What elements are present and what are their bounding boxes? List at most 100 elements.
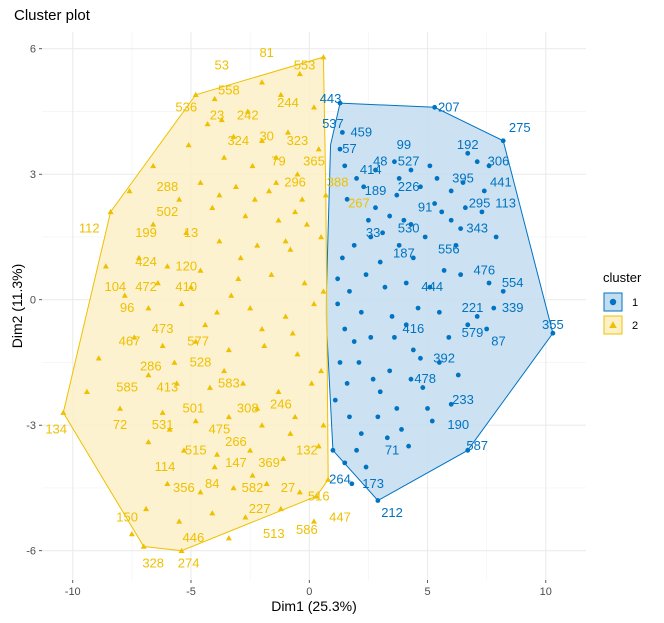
point-cluster-1 bbox=[408, 222, 414, 227]
point-label: 308 bbox=[237, 400, 259, 415]
point-cluster-1 bbox=[446, 334, 452, 340]
point-label: 388 bbox=[327, 175, 349, 190]
point-label: 199 bbox=[135, 225, 157, 240]
legend: cluster 1 2 bbox=[603, 270, 642, 335]
point-label: 48 bbox=[373, 154, 387, 169]
point-cluster-2 bbox=[266, 187, 273, 194]
point-label: 288 bbox=[157, 179, 179, 194]
y-tick-label: -6 bbox=[26, 546, 36, 558]
point-label: 207 bbox=[438, 99, 460, 114]
point-cluster-2 bbox=[303, 221, 310, 227]
point-label: 275 bbox=[509, 120, 531, 135]
point-cluster-1 bbox=[408, 376, 414, 382]
point-cluster-2 bbox=[273, 154, 280, 160]
point-cluster-1 bbox=[401, 217, 407, 223]
point-cluster-1 bbox=[375, 498, 381, 503]
point-cluster-2 bbox=[275, 217, 282, 223]
point-cluster-1 bbox=[356, 360, 362, 365]
point-cluster-2 bbox=[197, 267, 204, 273]
point-cluster-1 bbox=[432, 201, 438, 206]
point-label: 537 bbox=[322, 116, 344, 131]
point-label: 242 bbox=[237, 108, 259, 123]
point-cluster-1 bbox=[429, 418, 435, 424]
point-cluster-2 bbox=[287, 430, 294, 436]
point-label: 410 bbox=[175, 279, 197, 294]
point-label: 267 bbox=[348, 196, 370, 211]
point-label: 395 bbox=[452, 170, 474, 185]
point-cluster-2 bbox=[294, 351, 301, 357]
point-label: 473 bbox=[152, 321, 174, 336]
point-cluster-2 bbox=[164, 480, 171, 487]
point-cluster-2 bbox=[258, 79, 265, 85]
point-cluster-1 bbox=[335, 276, 341, 282]
point-cluster-2 bbox=[254, 405, 261, 411]
y-axis-ticks: -6 -3 0 3 6 bbox=[26, 44, 42, 558]
point-cluster-1 bbox=[373, 205, 378, 211]
point-cluster-2 bbox=[164, 263, 171, 269]
point-cluster-2 bbox=[107, 208, 114, 215]
point-label: 79 bbox=[271, 154, 285, 169]
point-cluster-1 bbox=[479, 209, 485, 215]
x-axis-title: Dim1 (25.3%) bbox=[271, 598, 357, 614]
point-cluster-1 bbox=[474, 159, 480, 165]
point-cluster-1 bbox=[342, 460, 348, 466]
point-cluster-2 bbox=[242, 514, 249, 520]
point-label: 324 bbox=[227, 133, 249, 148]
point-label: 295 bbox=[469, 196, 491, 211]
point-cluster-2 bbox=[273, 179, 280, 185]
point-label: 441 bbox=[490, 175, 512, 190]
point-cluster-1 bbox=[427, 284, 433, 290]
point-cluster-2 bbox=[225, 535, 232, 541]
point-cluster-1 bbox=[387, 368, 393, 374]
y-tick-label: 6 bbox=[30, 44, 36, 56]
point-cluster-1 bbox=[375, 414, 381, 420]
point-cluster-1 bbox=[392, 334, 397, 340]
y-tick-label: 3 bbox=[30, 169, 36, 181]
point-label: 577 bbox=[187, 334, 209, 349]
point-cluster-2 bbox=[178, 547, 185, 553]
point-cluster-2 bbox=[197, 179, 204, 185]
point-cluster-1 bbox=[330, 447, 336, 453]
point-cluster-2 bbox=[258, 326, 265, 332]
point-cluster-1 bbox=[368, 334, 374, 340]
point-cluster-2 bbox=[204, 121, 211, 127]
point-label: 392 bbox=[433, 350, 455, 365]
point-cluster-1 bbox=[392, 159, 397, 165]
point-label: 339 bbox=[502, 300, 524, 315]
point-cluster-1 bbox=[373, 167, 378, 173]
point-cluster-2 bbox=[311, 104, 317, 110]
point-cluster-2 bbox=[166, 426, 173, 432]
point-cluster-2 bbox=[216, 192, 223, 198]
point-cluster-1 bbox=[377, 389, 383, 395]
point-cluster-2 bbox=[60, 409, 67, 415]
point-cluster-2 bbox=[249, 162, 256, 169]
point-cluster-2 bbox=[150, 162, 157, 169]
point-cluster-2 bbox=[145, 305, 152, 311]
legend-title: cluster bbox=[603, 270, 642, 285]
point-cluster-1 bbox=[403, 280, 409, 286]
point-label: 530 bbox=[398, 221, 420, 236]
point-cluster-1 bbox=[335, 301, 341, 307]
point-cluster-2 bbox=[140, 543, 147, 549]
point-cluster-2 bbox=[296, 70, 303, 77]
point-cluster-1 bbox=[358, 431, 364, 436]
point-cluster-2 bbox=[173, 380, 180, 386]
point-label: 369 bbox=[258, 455, 280, 470]
point-cluster-1 bbox=[434, 176, 440, 181]
point-cluster-2 bbox=[197, 489, 204, 495]
point-label: 446 bbox=[183, 530, 205, 545]
point-cluster-2 bbox=[135, 254, 142, 261]
point-cluster-2 bbox=[263, 480, 270, 487]
point-label: 356 bbox=[173, 480, 195, 495]
point-label: 244 bbox=[277, 95, 299, 110]
point-label: 516 bbox=[308, 488, 330, 503]
point-cluster-1 bbox=[455, 372, 461, 378]
point-cluster-2 bbox=[117, 405, 124, 411]
point-cluster-2 bbox=[282, 313, 289, 319]
point-cluster-1 bbox=[418, 355, 423, 361]
x-tick-label: 10 bbox=[540, 586, 552, 598]
point-cluster-1 bbox=[486, 163, 492, 169]
point-cluster-1 bbox=[458, 226, 464, 232]
point-cluster-2 bbox=[242, 213, 249, 219]
point-cluster-1 bbox=[420, 385, 426, 390]
